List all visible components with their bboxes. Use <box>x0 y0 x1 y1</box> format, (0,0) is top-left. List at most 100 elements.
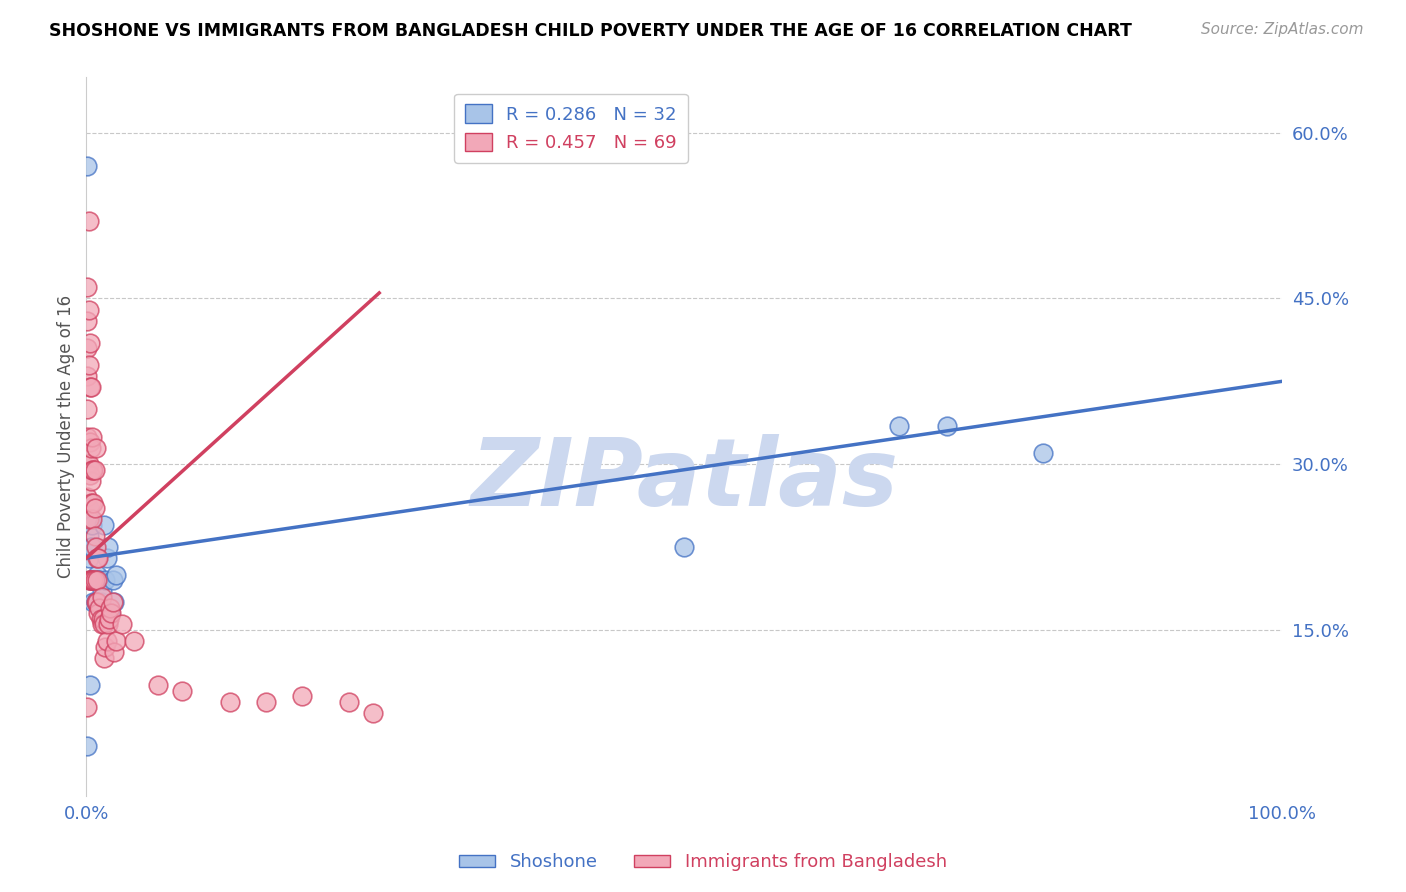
Point <box>103 645 125 659</box>
Point <box>361 706 384 720</box>
Point <box>1032 446 1054 460</box>
Point <box>83 529 105 543</box>
Point <box>79 435 101 450</box>
Point <box>96 634 118 648</box>
Point <box>87 574 110 588</box>
Point <box>101 595 124 609</box>
Point <box>76 700 98 714</box>
Point <box>79 335 101 350</box>
Point <box>76 739 98 753</box>
Point <box>80 474 103 488</box>
Point <box>91 612 114 626</box>
Point <box>90 584 112 599</box>
Point <box>97 617 120 632</box>
Point <box>82 518 104 533</box>
Point <box>100 607 122 621</box>
Point <box>83 501 105 516</box>
Point <box>79 678 101 692</box>
Point <box>84 595 107 609</box>
Point <box>105 634 128 648</box>
Text: Source: ZipAtlas.com: Source: ZipAtlas.com <box>1201 22 1364 37</box>
Point <box>77 457 100 471</box>
Point <box>98 600 121 615</box>
Point <box>82 574 104 588</box>
Point <box>90 617 112 632</box>
Point <box>87 607 110 621</box>
Point <box>889 418 911 433</box>
Point <box>80 496 103 510</box>
Point <box>111 617 134 632</box>
Point <box>98 612 121 626</box>
Point <box>90 595 112 609</box>
Point <box>82 512 104 526</box>
Point <box>170 683 193 698</box>
Point <box>94 640 117 654</box>
Legend: R = 0.286   N = 32, R = 0.457   N = 69: R = 0.286 N = 32, R = 0.457 N = 69 <box>454 94 688 163</box>
Legend: Shoshone, Immigrants from Bangladesh: Shoshone, Immigrants from Bangladesh <box>453 847 953 879</box>
Point <box>936 418 959 433</box>
Point <box>86 551 108 566</box>
Point <box>76 491 98 505</box>
Point <box>77 358 100 372</box>
Point <box>82 496 104 510</box>
Point <box>254 695 277 709</box>
Point <box>77 529 100 543</box>
Point <box>82 463 104 477</box>
Point <box>77 302 100 317</box>
Point <box>76 280 98 294</box>
Point <box>82 574 104 588</box>
Point <box>83 463 105 477</box>
Point <box>122 634 145 648</box>
Point <box>90 612 112 626</box>
Point <box>94 574 117 588</box>
Point <box>77 501 100 516</box>
Point <box>84 595 107 609</box>
Point <box>77 574 100 588</box>
Point <box>79 574 101 588</box>
Point <box>83 574 105 588</box>
Point <box>79 574 101 588</box>
Point <box>218 695 240 709</box>
Point <box>97 540 120 554</box>
Point <box>76 341 98 355</box>
Point <box>80 380 103 394</box>
Point <box>83 574 105 588</box>
Point <box>93 518 115 533</box>
Point <box>76 457 98 471</box>
Point <box>84 441 107 455</box>
Point <box>93 650 115 665</box>
Point <box>337 695 360 709</box>
Point <box>79 380 101 394</box>
Point <box>76 313 98 327</box>
Point <box>77 551 100 566</box>
Point <box>86 567 108 582</box>
Point <box>79 468 101 483</box>
Point <box>86 595 108 609</box>
Point <box>77 214 100 228</box>
Point <box>290 690 312 704</box>
Point <box>76 159 98 173</box>
Point <box>96 551 118 566</box>
Point <box>673 540 696 554</box>
Point <box>105 567 128 582</box>
Point <box>146 678 169 692</box>
Point <box>87 551 110 566</box>
Point <box>82 595 104 609</box>
Text: ZIPatlas: ZIPatlas <box>470 434 898 525</box>
Point <box>82 463 104 477</box>
Point <box>103 595 125 609</box>
Point <box>80 540 103 554</box>
Point <box>80 574 103 588</box>
Point <box>82 574 104 588</box>
Y-axis label: Child Poverty Under the Age of 16: Child Poverty Under the Age of 16 <box>58 295 75 578</box>
Point <box>82 540 104 554</box>
Point <box>76 401 98 416</box>
Point <box>86 574 108 588</box>
Point <box>93 617 115 632</box>
Point <box>101 574 124 588</box>
Point <box>80 441 103 455</box>
Point <box>84 540 107 554</box>
Point <box>80 512 103 526</box>
Point <box>89 574 111 588</box>
Point <box>98 607 121 621</box>
